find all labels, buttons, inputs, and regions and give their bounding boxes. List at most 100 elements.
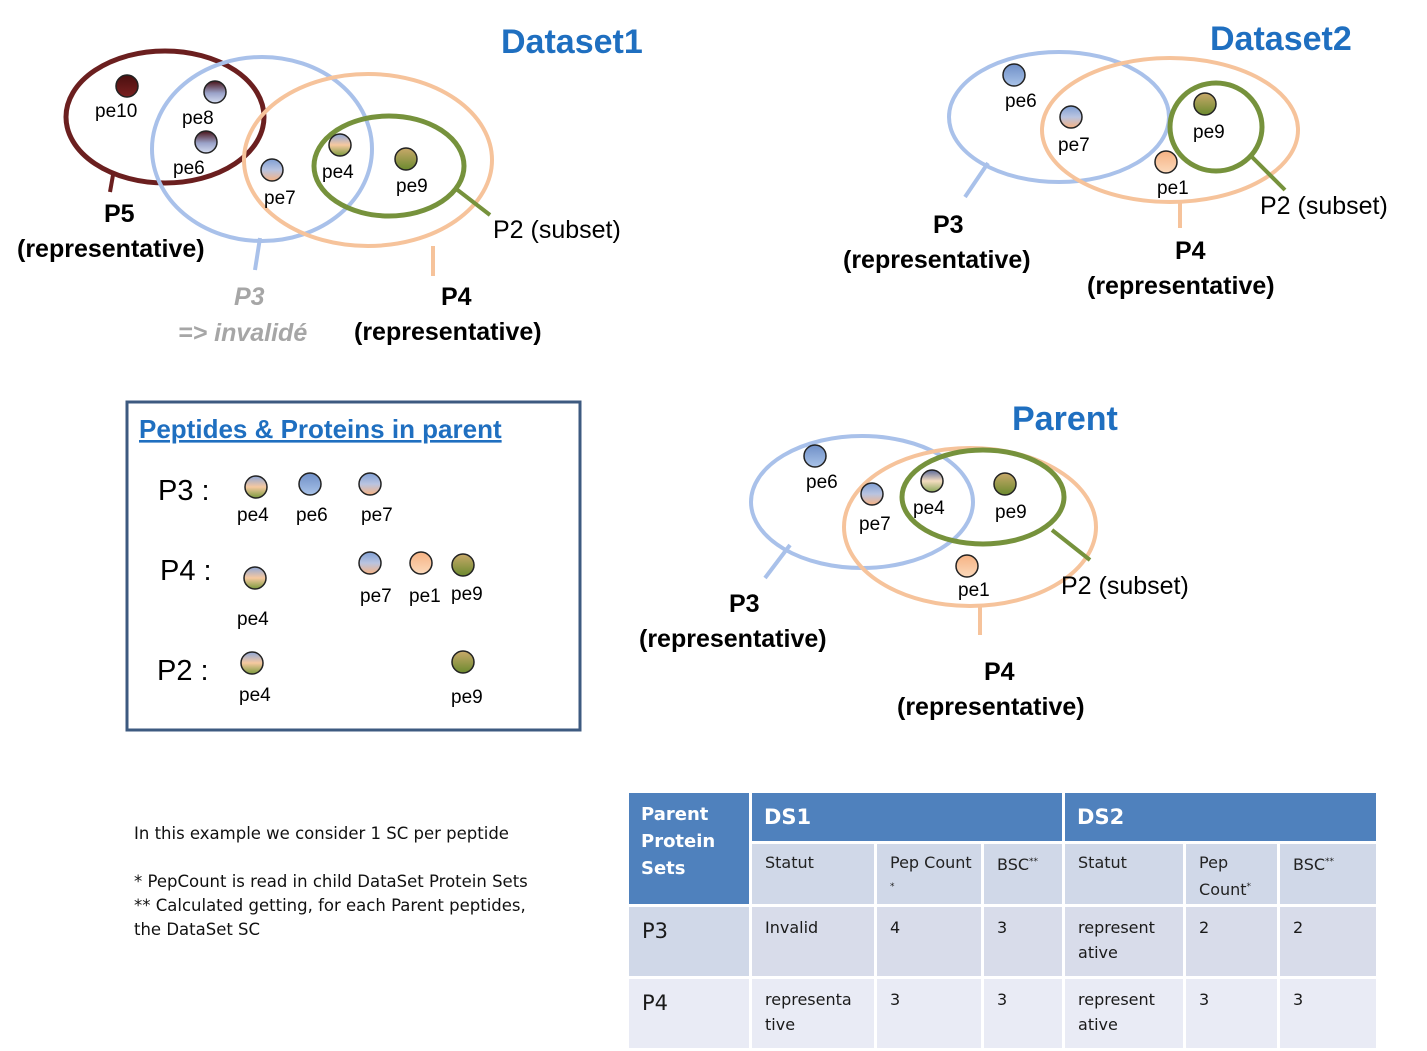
parent-pe1-label: pe1 [958,580,990,601]
parent-pe9-label: pe9 [995,502,1027,523]
dataset1-p3-leader [253,237,262,271]
dataset2-p2-ellipse [1167,80,1265,174]
parent-pe7-dot [860,482,884,506]
dataset1-p2-ellipse [311,113,467,219]
box-p2-pe4-dot [240,651,264,675]
dataset1-p5-ellipse [63,48,267,186]
row-protein-p4: P4 [626,976,752,1051]
dataset1-p3-ellipse [150,55,374,243]
ds2-pep-footnote-mark: * [1246,882,1252,892]
dataset2-pe6-label: pe6 [1005,91,1037,112]
parent-title: Parent [1012,400,1118,438]
ds1-bsc-footnote-mark: ** [1029,857,1039,867]
dataset1-pe9-dot [394,147,418,171]
box-p4-pe9-dot [451,553,475,577]
dataset2-title: Dataset2 [1210,20,1352,58]
cell-ds1-statut: Invalid [749,904,877,979]
note-line-3: ** Calculated getting, for each Parent p… [134,896,526,915]
cell-ds1-pep: 3 [874,976,984,1051]
table-row: P3 Invalid 4 3 represent ative 2 2 [626,904,1380,979]
parent-p2-label: P2 (subset) [1061,572,1189,600]
box-p3-pe7-dot [358,472,382,496]
dataset1-p4-label: P4 [441,283,472,311]
peptides-box-title: Peptides & Proteins in parent [139,414,502,444]
dataset2-diagram: Dataset2 pe6 pe7 pe9 pe1 P3 (representat… [843,20,1388,300]
dataset1-pe6-dot [194,130,218,154]
box-p3-pe6-dot [298,472,322,496]
dataset1-diagram: Dataset1 pe10 pe8 pe6 pe7 pe4 pe9 P5 (re… [17,23,643,347]
ds2-pep-header-text: Pep Count [1199,853,1247,899]
dataset1-p3-label: P3 [234,283,265,311]
parent-p3-leader [763,543,792,580]
dataset1-p5-label: P5 [104,200,135,228]
dataset2-p3-ellipse [947,50,1171,184]
ds1-pep-header-text: Pep Count [890,853,972,872]
cell-ds2-pep: 3 [1183,976,1281,1051]
cell-ds1-pep: 4 [874,904,984,979]
dataset1-p5-leader [108,174,115,193]
box-p3-pe4-label: pe4 [237,505,269,526]
ds2-pep-header: Pep Count* [1183,841,1281,907]
cell-ds2-statut: represent ative [1062,904,1187,979]
parent-pe1-dot [955,554,979,578]
box-p4-pe7-label: pe7 [360,586,392,607]
dataset2-pe1-label: pe1 [1157,178,1189,199]
parent-p4-label: P4 [984,658,1015,686]
box-p4-pe7-dot [358,551,382,575]
ds1-pep-footnote-mark: * [890,882,895,892]
parent-p2-ellipse [899,447,1067,547]
parent-pe9-dot [993,472,1017,496]
parent-pe6-dot [803,444,827,468]
box-p2-pe9-dot [451,650,475,674]
dataset1-pe10-dot [115,74,139,98]
ds1-statut-header-text: Statut [765,853,814,872]
parent-diagram: Parent pe6 pe7 pe4 pe9 pe1 P3 (represent… [639,400,1189,721]
cell-ds1-statut: representa tive [749,976,877,1051]
dataset2-p4-label: P4 [1175,237,1206,265]
dataset1-title: Dataset1 [501,23,643,61]
box-p3-pe7-label: pe7 [361,505,393,526]
dataset2-pe7-label: pe7 [1058,135,1090,156]
dataset1-pe4-label: pe4 [322,162,354,183]
box-p4-pe1-dot [409,551,433,575]
dataset2-p2-label: P2 (subset) [1260,192,1388,220]
box-row-p2-label: P2 : [157,655,209,687]
dataset1-pe8-label: pe8 [182,108,214,129]
dataset2-pe7-dot [1059,105,1083,129]
box-p4-pe4-dot [243,566,267,590]
box-p4-pe4-label: pe4 [237,609,269,630]
peptides-box-border [125,400,582,732]
cell-ds2-bsc: 2 [1277,904,1380,979]
ds2-statut-header: Statut [1062,841,1187,907]
row-protein-p3: P3 [626,904,752,979]
ds2-bsc-footnote-mark: ** [1325,857,1335,867]
box-row-p3-label: P3 : [158,475,210,507]
dataset1-pe9-label: pe9 [396,176,428,197]
dataset2-pe1-dot [1154,150,1178,174]
dataset1-pe10-label: pe10 [95,101,137,122]
protein-sets-table: Parent Protein Sets DS1 DS2 Statut Pep C… [626,790,1380,1051]
dataset1-pe8-dot [203,80,227,104]
dataset2-pe6-dot [1002,63,1026,87]
dataset1-pe4-dot [328,133,352,157]
table-row: P4 representa tive 3 3 represent ative 3… [626,976,1380,1051]
box-p3-pe6-label: pe6 [296,505,328,526]
parent-pe6-label: pe6 [806,472,838,493]
dataset2-pe9-dot [1193,92,1217,116]
box-row-p4-label: P4 : [160,555,212,587]
cell-ds2-statut: represent ative [1062,976,1187,1051]
parent-pe7-label: pe7 [859,514,891,535]
ds2-statut-header-text: Statut [1078,853,1127,872]
table-ds1-header: DS1 [748,790,1066,844]
ds2-bsc-header-text: BSC [1293,855,1326,874]
cell-ds1-bsc: 3 [980,904,1066,979]
ds1-bsc-header-text: BSC [997,855,1030,874]
ds1-statut-header: Statut [749,841,877,907]
parent-pe4-dot [920,469,944,493]
dataset2-p3-role: (representative) [843,246,1031,274]
box-p4-pe9-label: pe9 [451,584,483,605]
dataset1-p2-label: P2 (subset) [493,216,621,244]
peptides-proteins-box: Peptides & Proteins in parent P3 : pe4 p… [125,400,582,732]
dataset2-p3-label: P3 [933,211,964,239]
